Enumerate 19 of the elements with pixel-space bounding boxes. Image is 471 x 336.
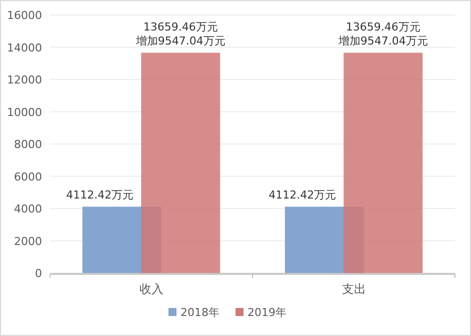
y-tick-label: 8000 [14, 138, 42, 151]
y-tick-label: 4000 [14, 202, 42, 216]
y-tick-label: 2000 [14, 234, 42, 248]
annotation: 增加9547.04万元 [338, 34, 428, 48]
data-label: 13659.46万元 [143, 20, 218, 34]
data-label: 13659.46万元 [346, 20, 420, 34]
data-label: 4112.42万元 [268, 188, 336, 202]
y-tick-label: 14000 [7, 41, 42, 54]
legend-label: 2019年 [248, 306, 286, 319]
x-tick-label: 支出 [342, 282, 366, 296]
y-tick-label: 0 [35, 267, 42, 280]
y-tick-label: 12000 [7, 74, 42, 86]
legend-label: 2018年 [180, 306, 220, 319]
x-tick-label: 收入 [139, 282, 164, 296]
y-tick-label: 16000 [7, 9, 42, 22]
y-tick-label: 6000 [14, 170, 42, 184]
annotation: 增加9547.04万元 [136, 34, 226, 48]
data-label: 4112.42万元 [66, 188, 134, 202]
y-tick-label: 10000 [7, 106, 42, 119]
